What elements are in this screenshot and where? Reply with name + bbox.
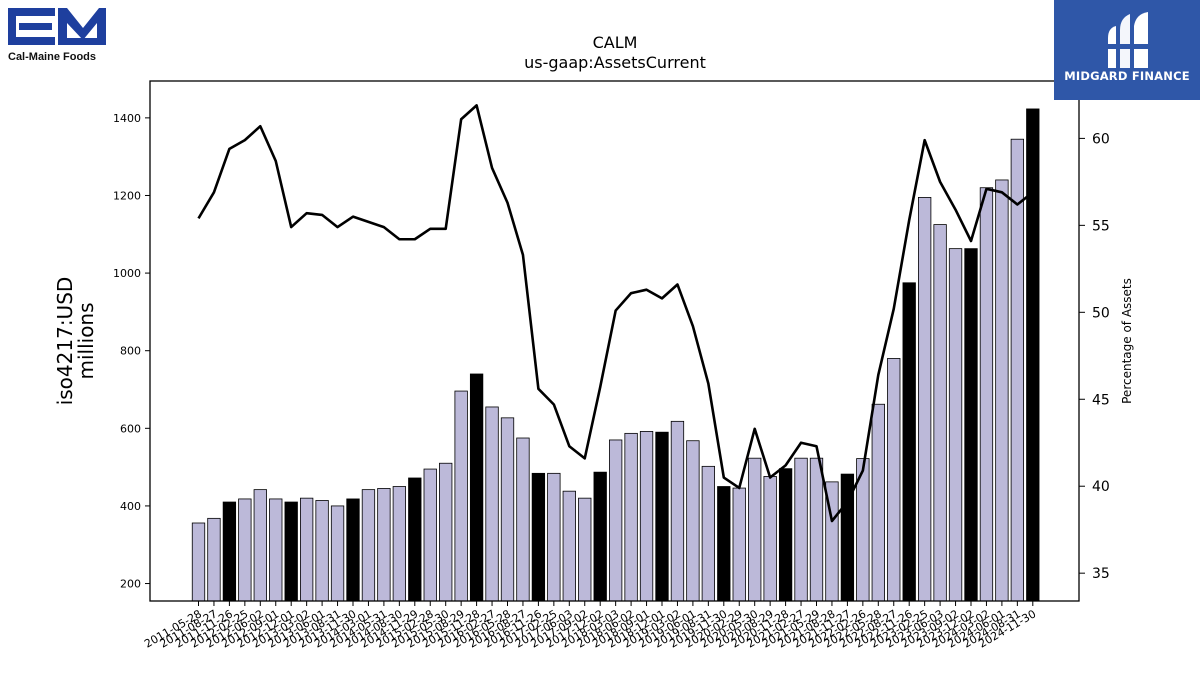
bar [253, 489, 267, 602]
bar [469, 373, 484, 602]
bar [794, 457, 808, 602]
bar [516, 437, 530, 602]
bar-series [191, 108, 1040, 602]
y2-tick-label: 45 [1092, 392, 1110, 408]
bar [330, 505, 345, 602]
bar [191, 522, 206, 602]
bar [655, 431, 669, 602]
percentage-line [197, 104, 1034, 523]
bar [887, 358, 901, 602]
bar [547, 472, 561, 602]
y2-tick-label: 60 [1092, 131, 1110, 147]
y2-tick-label: 50 [1092, 305, 1110, 321]
bar [500, 417, 515, 602]
y-tick-label: 1200 [113, 189, 141, 202]
plot-frame [149, 80, 1080, 602]
bar [361, 489, 376, 602]
bar [763, 476, 777, 602]
bar [732, 487, 746, 602]
bar [918, 197, 932, 602]
line-series [197, 104, 1034, 523]
bar [485, 406, 499, 602]
bar [639, 431, 654, 602]
bar [717, 486, 731, 602]
y2-axis-label: Percentage of Assets [1120, 278, 1134, 404]
chart-title: CALM [593, 33, 638, 52]
x-axis: 2011-05-282011-08-272011-11-262012-02-25… [142, 601, 1038, 651]
bar [284, 501, 298, 602]
bar [964, 248, 978, 602]
cal-maine-logo-icon [8, 8, 106, 45]
y-axis-label-line: millions [74, 302, 98, 379]
bar [392, 486, 407, 602]
bar [377, 488, 391, 602]
y-axis-label-line: iso4217:USD [53, 277, 77, 406]
left-axis: 200 400 600 800 1000 1200 1400 [113, 112, 150, 591]
midgard-finance-name: MIDGARD FINANCE [1064, 69, 1190, 83]
bar [593, 471, 607, 602]
y-tick-label: 200 [120, 578, 141, 591]
bar [701, 465, 715, 602]
bar [1026, 108, 1040, 602]
y-tick-label: 1000 [113, 267, 141, 280]
bar [315, 500, 329, 602]
bar [346, 498, 360, 602]
bar [439, 462, 453, 602]
midgard-finance-logo-icon [1106, 12, 1150, 68]
bar [748, 457, 762, 602]
bar [562, 490, 576, 602]
y-tick-label: 1400 [113, 112, 141, 125]
y-tick-label: 400 [120, 500, 141, 513]
bar [207, 517, 221, 602]
bar [238, 498, 252, 602]
bar [948, 248, 963, 602]
bar [222, 501, 237, 602]
bar [531, 472, 546, 602]
bar [1010, 138, 1024, 602]
bar [269, 498, 283, 602]
y-axis-label: iso4217:USDmillions [53, 277, 98, 406]
bar [902, 282, 916, 602]
y2-tick-label: 35 [1092, 566, 1110, 582]
y-tick-label: 800 [120, 345, 141, 358]
bar [670, 420, 685, 602]
bar [578, 497, 592, 602]
bar [609, 439, 623, 602]
midgard-finance-logo: MIDGARD FINANCE [1054, 0, 1200, 100]
bar [454, 390, 468, 602]
y2-tick-label: 55 [1092, 218, 1110, 234]
chart-subtitle: us-gaap:AssetsCurrent [524, 53, 706, 72]
bar [979, 187, 994, 602]
bar [871, 403, 885, 602]
right-axis: 35 40 45 50 55 60 [1079, 131, 1110, 582]
cal-maine-name: Cal-Maine Foods [8, 51, 97, 63]
y-tick-label: 600 [120, 422, 141, 435]
bar [624, 432, 638, 602]
bar [933, 224, 947, 602]
bar [809, 457, 824, 602]
bar [686, 440, 700, 602]
bar [778, 468, 793, 602]
bar [995, 179, 1009, 602]
bar [299, 497, 314, 602]
bar [423, 468, 437, 602]
bar [408, 477, 422, 602]
cal-maine-logo [8, 6, 108, 66]
y2-tick-label: 40 [1092, 479, 1110, 495]
